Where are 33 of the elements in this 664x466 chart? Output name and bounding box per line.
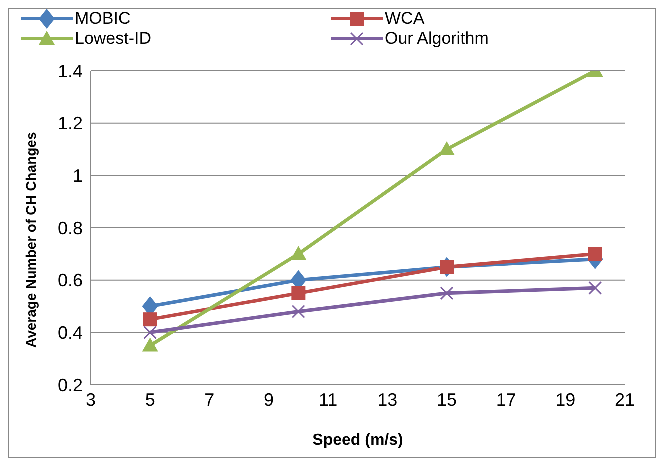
y-tick-label: 0.6	[58, 270, 83, 291]
point	[142, 338, 158, 352]
point	[144, 326, 158, 340]
point	[292, 304, 306, 318]
x-tick-label: 5	[145, 390, 156, 410]
point	[440, 286, 454, 300]
y-tick-label: 0.8	[58, 218, 83, 238]
y-tick-label: 0.2	[58, 375, 83, 396]
y-tick-label: 0.4	[58, 323, 83, 344]
legend-label: Lowest-ID	[75, 29, 152, 49]
x-tick-label: 15	[436, 390, 458, 410]
x-tick-label: 9	[264, 390, 274, 410]
x-tick-label: 17	[496, 390, 516, 410]
y-axis-title: Average Number of CH Changes	[22, 132, 39, 348]
legend-label: Our Algorithm	[385, 29, 489, 49]
legend-label: WCA	[385, 9, 425, 29]
point	[290, 246, 307, 260]
x-tick-label: 7	[204, 390, 215, 410]
legend-label: MOBIC	[75, 9, 131, 29]
x-tick-label: 13	[378, 390, 398, 410]
x-tick-label: 11	[318, 390, 338, 410]
point	[588, 281, 602, 295]
y-tick-label: 1	[72, 166, 83, 186]
point	[588, 247, 602, 262]
point	[292, 286, 306, 300]
point	[143, 312, 158, 327]
x-tick-label: 21	[614, 390, 636, 410]
y-tick-label: 1.4	[58, 61, 83, 82]
x-tick-label: 3	[86, 390, 96, 410]
point	[439, 142, 455, 156]
y-tick-label: 1.2	[58, 114, 83, 134]
x-axis-title: Speed (m/s)	[312, 432, 404, 449]
x-tick-label: 19	[556, 390, 576, 410]
